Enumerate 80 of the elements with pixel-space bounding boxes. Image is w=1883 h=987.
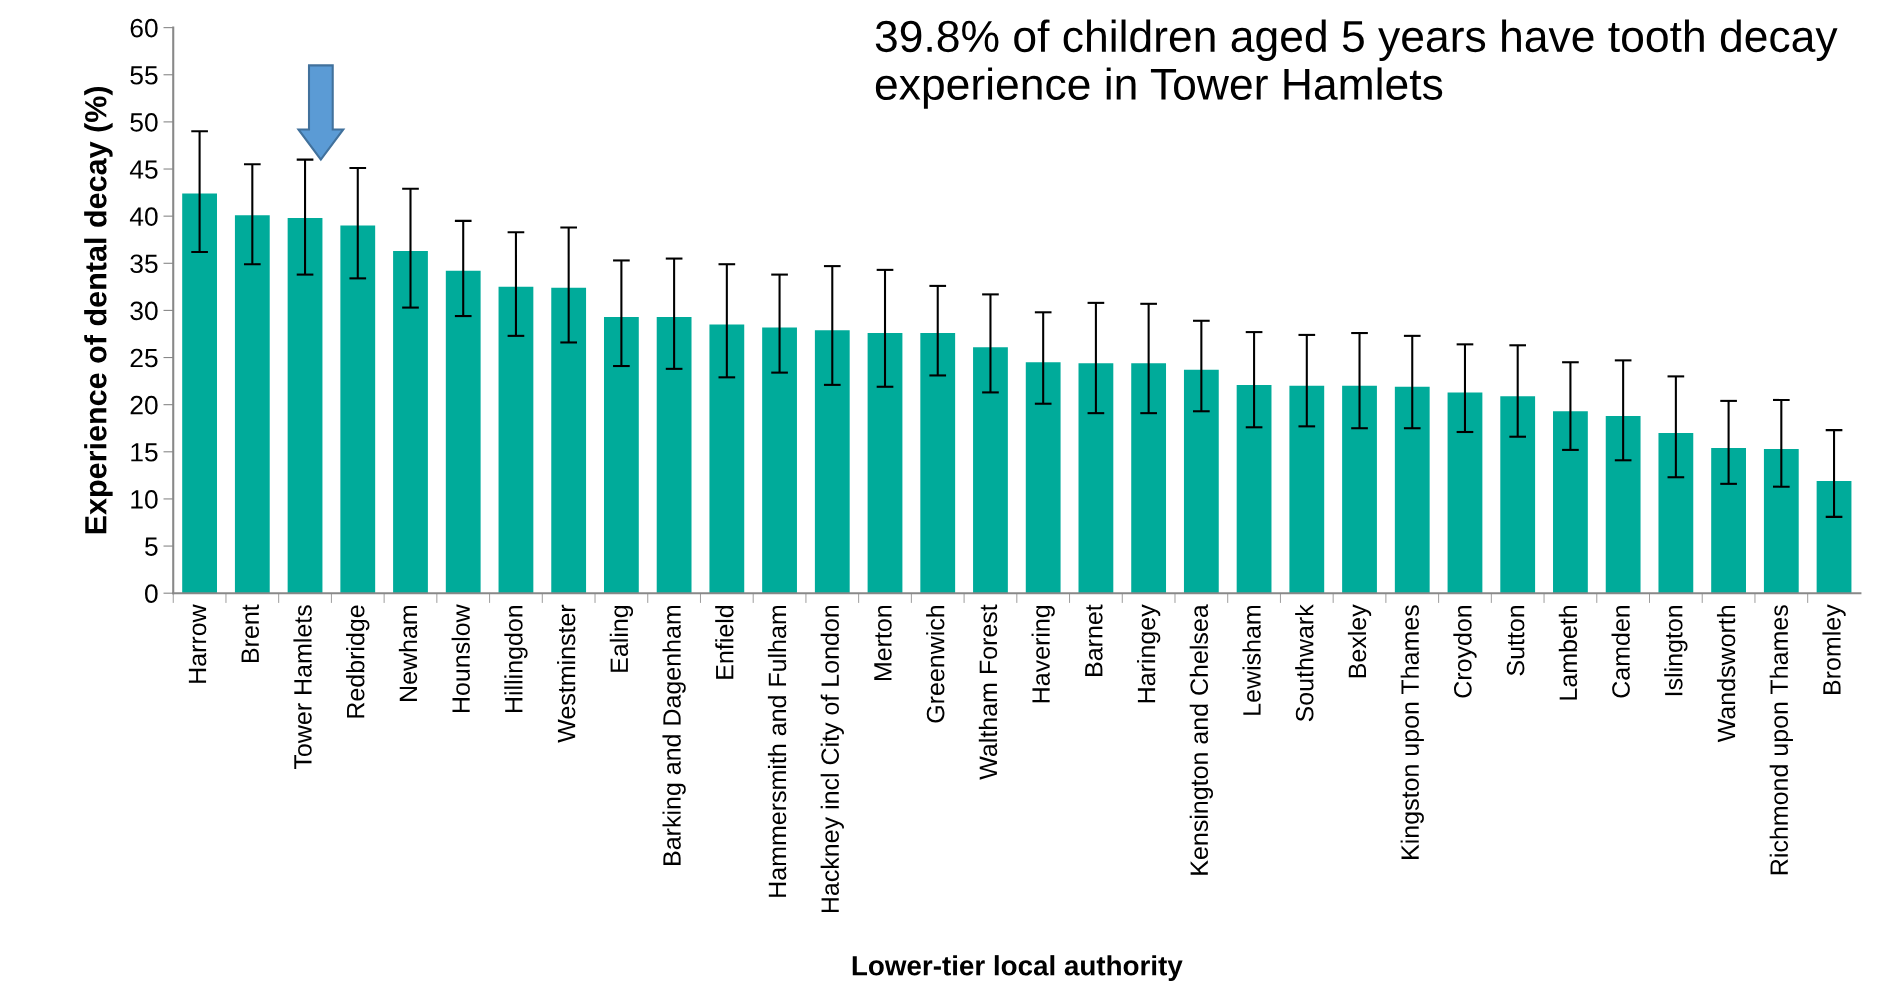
- bar: [867, 333, 903, 594]
- x-tick-label: Islington: [1664, 605, 1688, 696]
- bar: [287, 218, 323, 594]
- x-tick-label: Haringey: [1136, 604, 1161, 703]
- y-tick-label: 30: [130, 301, 158, 321]
- y-tick-label: 40: [129, 207, 158, 226]
- bar: [814, 330, 850, 594]
- y-tick-label: 0: [145, 584, 158, 604]
- x-tick-label: Kensington and Chelsea: [1189, 604, 1214, 875]
- x-tick-label: Tower Hamlets: [293, 605, 312, 770]
- bar: [973, 347, 1008, 594]
- y-tick-label: 50: [130, 113, 158, 132]
- bar: [1342, 385, 1377, 594]
- x-tick-label: Havering: [1031, 605, 1055, 703]
- bar: [656, 317, 692, 594]
- bar: [1025, 362, 1061, 594]
- y-tick-label: 15: [131, 443, 158, 462]
- bar: [393, 251, 428, 594]
- x-tick-label: Enfield: [715, 605, 734, 679]
- bar: [920, 333, 956, 594]
- y-tick-label: 5: [145, 537, 158, 556]
- y-tick-label: 45: [129, 160, 158, 179]
- x-tick-label: Bromley: [1822, 604, 1846, 694]
- bar: [234, 215, 270, 594]
- bar: [1711, 448, 1746, 594]
- bar: [182, 193, 217, 594]
- bar: [551, 287, 587, 594]
- x-tick-label: Brent: [241, 604, 260, 662]
- bar: [1131, 363, 1167, 594]
- bar: [1236, 384, 1272, 594]
- y-tick-label: 10: [131, 490, 158, 509]
- x-tick-label: Bexley: [1347, 604, 1372, 678]
- x-tick-label: Wandsworth: [1716, 605, 1736, 743]
- bar: [1553, 411, 1588, 594]
- bar: [1183, 369, 1219, 594]
- y-tick-label: 55: [130, 66, 158, 85]
- bar: [1763, 448, 1799, 594]
- bar: [1289, 385, 1325, 594]
- x-tick-label: Barnet: [1085, 604, 1103, 676]
- bar: [762, 327, 797, 594]
- x-tick-label: Hammersmith and Fulham: [767, 605, 787, 897]
- bar: [1394, 386, 1430, 594]
- bar: [1658, 432, 1694, 594]
- x-tick-label: Hounslow: [451, 604, 470, 713]
- x-tick-label: Newham: [398, 605, 418, 701]
- bar: [603, 317, 639, 594]
- y-tick-label: 35: [130, 254, 158, 274]
- x-tick-label: Hackney incl City of London: [820, 605, 844, 913]
- x-tick-label: Harrow: [188, 604, 207, 683]
- bar: [445, 270, 481, 594]
- bar: [1605, 415, 1641, 594]
- y-tick-label: 20: [130, 395, 158, 415]
- annotation: 39.8% of children aged 5 years have tooth decay experience in Tower Hamlets: [875, 19, 1838, 109]
- x-tick-label: Barking and Dagenham: [662, 605, 686, 865]
- x-tick-label: Southwark: [1295, 604, 1314, 722]
- x-tick-label: Lewisham: [1242, 605, 1261, 715]
- y-tick-label: 25: [130, 348, 158, 368]
- y-tick-label: 60: [130, 18, 158, 38]
- bar: [498, 286, 534, 594]
- x-tick-label: Waltham Forest: [978, 604, 998, 780]
- x-tick-label: Sutton: [1506, 605, 1525, 676]
- x-tick-label: Redbridge: [346, 605, 370, 718]
- x-tick-label: Westminster: [557, 604, 576, 743]
- x-tick-label: Richmond upon Thames: [1769, 605, 1793, 875]
- bar: [1500, 396, 1536, 594]
- x-tick-label: Greenwich: [926, 605, 945, 723]
- bar: [340, 225, 376, 594]
- x-tick-label: Hillingdon: [504, 605, 528, 713]
- bar: [1078, 363, 1114, 594]
- x-tick-label: Lambeth: [1558, 605, 1578, 700]
- bar: [709, 324, 745, 594]
- y-axis-title: Experience of dental decay (%): [84, 86, 113, 534]
- x-tick-label: Ealing: [609, 605, 634, 672]
- bar: [1816, 481, 1852, 594]
- x-axis-title: Lower-tier local authority: [852, 955, 1183, 982]
- bar: [1447, 392, 1483, 594]
- x-tick-label: Croydon: [1453, 605, 1477, 698]
- x-tick-label: Kingston upon Thames: [1400, 605, 1424, 859]
- x-tick-label: Camden: [1611, 605, 1630, 698]
- x-tick-label: Merton: [874, 605, 892, 681]
